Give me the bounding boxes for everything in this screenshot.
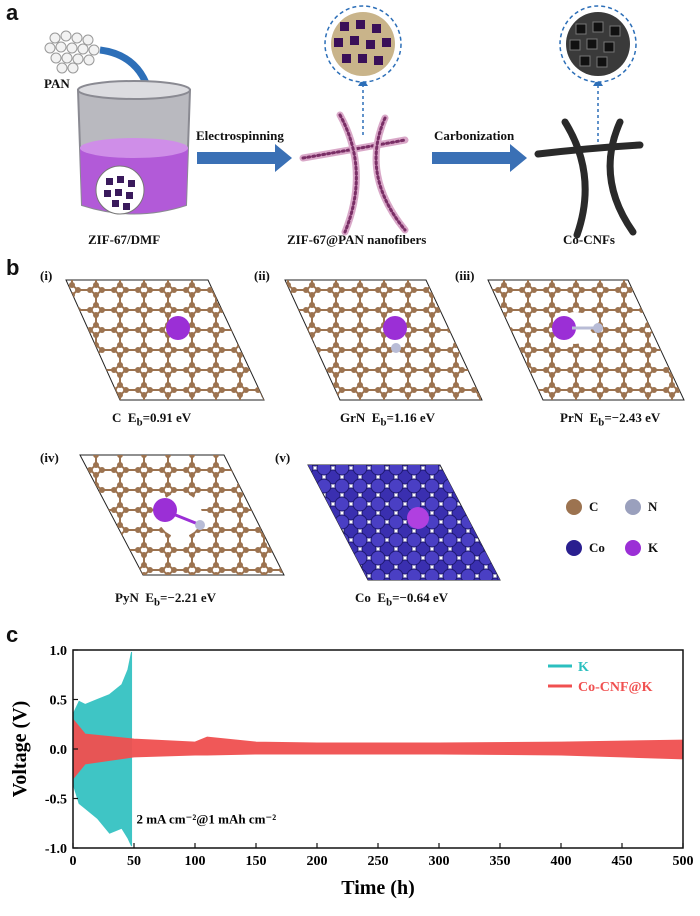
series-band-1 xyxy=(72,717,684,781)
structure-pyn xyxy=(79,454,285,576)
y-tick-label: -1.0 xyxy=(45,842,67,857)
eb-label-prn: PrN Eb=−2.43 eV xyxy=(560,410,661,429)
electrospinning-label: Electrospinning xyxy=(196,128,284,143)
zif-pan-fibers xyxy=(299,111,409,236)
y-tick-label: 0.5 xyxy=(50,694,68,709)
x-tick-label: 200 xyxy=(307,854,328,869)
x-tick-label: 0 xyxy=(70,854,77,869)
zif67-dmf-label: ZIF-67/DMF xyxy=(88,232,161,247)
x-tick-label: 300 xyxy=(429,854,450,869)
struct-i-index: (i) xyxy=(40,268,53,283)
co-cnfs-label: Co-CNFs xyxy=(563,232,615,247)
x-axis-label: Time (h) xyxy=(341,877,415,899)
panel-b-structures xyxy=(65,279,685,581)
eb-label-pyn: PyN Eb=−2.21 eV xyxy=(115,590,217,609)
x-tick-label: 250 xyxy=(368,854,389,869)
panel-b-letter: b xyxy=(6,255,20,280)
y-axis-label: Voltage (V) xyxy=(9,701,31,797)
eb-label-grn: GrN Eb=1.16 eV xyxy=(340,410,436,429)
legend-label: K xyxy=(578,660,589,675)
structure-c xyxy=(65,279,265,401)
struct-v-index: (v) xyxy=(275,450,291,465)
carbonization-label: Carbonization xyxy=(434,128,515,143)
zif67-pan-label: ZIF-67@PAN nanofibers xyxy=(287,232,427,247)
y-tick-label: 0.0 xyxy=(50,743,68,758)
panel-a-letter: a xyxy=(6,0,19,25)
legend-label-k: K xyxy=(648,540,659,555)
x-tick-label: 150 xyxy=(246,854,267,869)
atom-legend xyxy=(566,499,641,556)
panel-a-schematic xyxy=(44,5,644,239)
eb-label-co: Co Eb=−0.64 eV xyxy=(355,590,449,609)
x-tick-label: 500 xyxy=(673,854,694,869)
legend-label: Co-CNF@K xyxy=(578,680,653,695)
structure-prn xyxy=(487,279,685,401)
legend-label-co: Co xyxy=(589,540,605,555)
panel-c-letter: c xyxy=(6,622,19,647)
pan-label: PAN xyxy=(44,76,70,91)
current-density-annotation: 2 mA cm⁻²@1 mAh cm⁻² xyxy=(136,811,276,826)
beaker xyxy=(76,80,192,215)
voltage-time-chart: 0 50 100 150 200 250 300 350 400 450 500 1.0 0.5 0.0 -… xyxy=(9,644,694,899)
eb-label-c: C Eb=0.91 eV xyxy=(112,410,192,429)
structure-grn xyxy=(284,279,483,401)
struct-iv-index: (iv) xyxy=(40,450,59,465)
structure-co xyxy=(307,464,501,581)
pan-pellets xyxy=(44,30,100,74)
x-tick-label: 400 xyxy=(551,854,572,869)
y-tick-label: -0.5 xyxy=(45,793,67,808)
struct-ii-index: (ii) xyxy=(254,268,270,283)
legend-label-c: C xyxy=(589,499,599,514)
struct-iii-index: (iii) xyxy=(455,268,475,283)
x-tick-label: 50 xyxy=(127,854,141,869)
legend-label-n: N xyxy=(648,499,658,514)
x-tick-label: 450 xyxy=(612,854,633,869)
x-tick-label: 100 xyxy=(185,854,206,869)
y-tick-label: 1.0 xyxy=(50,644,68,659)
co-cnf-fibers xyxy=(534,118,644,239)
x-tick-label: 350 xyxy=(490,854,511,869)
